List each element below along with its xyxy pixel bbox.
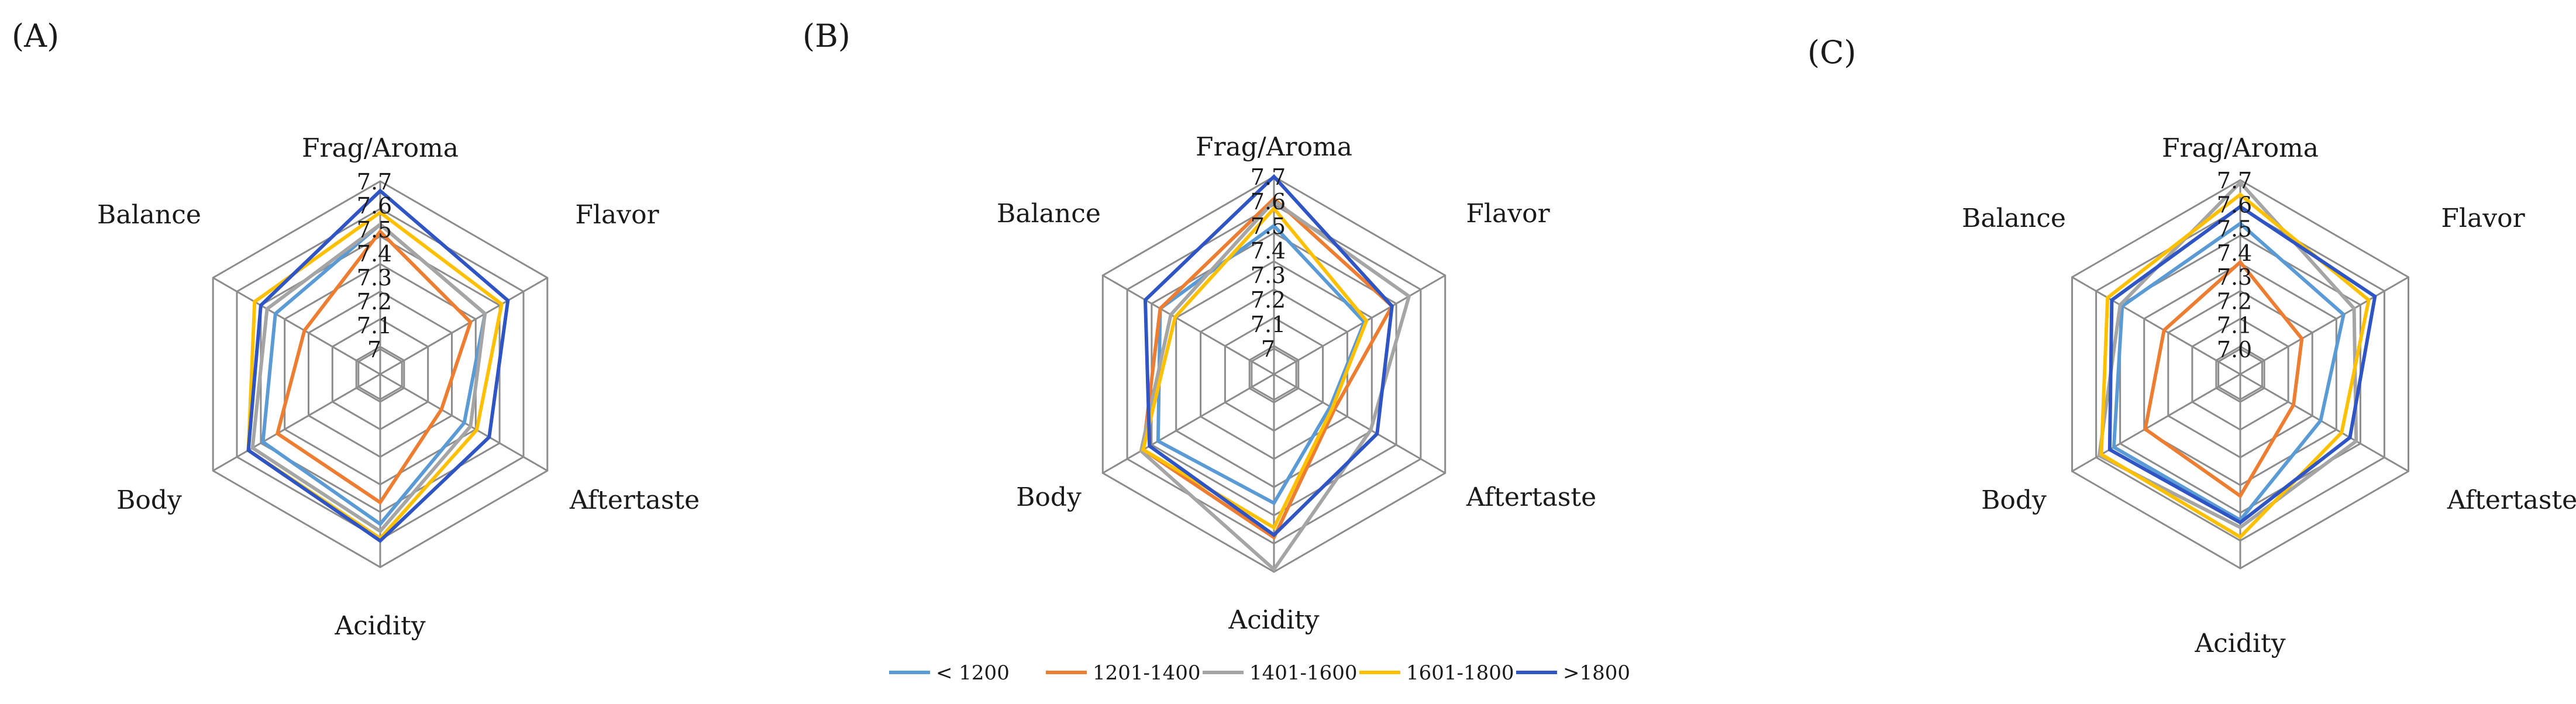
axis-label: Aftertaste (569, 485, 700, 515)
tick-label: 7.1 (1251, 312, 1286, 337)
panel-label: (A) (12, 18, 59, 54)
axis-spoke (2240, 373, 2409, 472)
tick-label: 7.7 (2217, 168, 2252, 194)
tick-label: 7.5 (1251, 213, 1286, 239)
tick-label: 7.1 (2217, 313, 2252, 339)
tick-label: 7 (367, 337, 381, 363)
tick-label: 7.3 (357, 265, 392, 291)
tick-label: 7 (1261, 336, 1275, 362)
axis-label: Balance (97, 200, 201, 230)
axis-spoke (1102, 274, 1275, 375)
axis-spoke (2240, 276, 2409, 375)
axis-spoke (2071, 373, 2241, 472)
axis-label: Frag/Aroma (2162, 133, 2319, 163)
tick-label: 7.1 (357, 313, 392, 339)
tick-label: 7.7 (1251, 164, 1286, 190)
axis-label: Body (116, 485, 182, 515)
tick-label: 7.5 (2217, 216, 2252, 242)
series-line (2099, 192, 2371, 540)
tick-label: 7.2 (2217, 288, 2252, 314)
series-line (2112, 221, 2346, 523)
axis-label: Aftertaste (1466, 482, 1596, 512)
axis-label: Flavor (1466, 199, 1550, 229)
axis-label: Frag/Aroma (1196, 132, 1352, 162)
axis-label: Flavor (575, 200, 659, 230)
axis-spoke (1273, 274, 1446, 375)
legend-item-label: 1401-1600 (1249, 661, 1358, 685)
axis-label: Acidity (1228, 605, 1319, 635)
axis-spoke (212, 373, 381, 472)
axis-label: Body (1016, 482, 1082, 512)
tick-label: 7.5 (357, 217, 392, 243)
tick-label: 7.6 (357, 193, 392, 219)
tick-label: 7.2 (357, 289, 392, 315)
axis-spoke (1273, 373, 1446, 474)
series-line (246, 188, 510, 543)
tick-label: 7.6 (1251, 189, 1286, 215)
axis-spoke (2071, 276, 2241, 375)
series-line (250, 222, 487, 534)
panel-label: (B) (803, 18, 850, 54)
radar-panel-c: (C) 7.07.17.27.37.47.57.67.7 Frag/Aroma Fla… (1807, 34, 2576, 658)
radar-panel-a: (A) 77.17.27.37.47.57.67.7 Frag/Aroma Flavo… (12, 18, 700, 641)
legend-item-label: 1201-1400 (1093, 661, 1201, 685)
legend: < 1200 1201-1400 1401-1600 1601-1800 >1800 (889, 661, 1630, 685)
legend-item-label: < 1200 (936, 661, 1010, 685)
tick-label: 7.6 (2217, 192, 2252, 218)
panel-label: (C) (1807, 34, 1856, 71)
axis-spoke (380, 277, 548, 375)
axis-label: Frag/Aroma (302, 133, 459, 163)
series-line (1139, 199, 1411, 572)
tick-label: 7.4 (1251, 238, 1286, 264)
series-line (2143, 259, 2304, 499)
axis-label: Body (1981, 485, 2047, 515)
series-line (275, 229, 473, 505)
series-line (1143, 174, 1394, 537)
tick-label: 7.2 (1251, 287, 1286, 313)
legend-item-label: >1800 (1563, 661, 1630, 685)
tick-label: 7.0 (2217, 337, 2252, 363)
tick-label: 7.4 (2217, 240, 2252, 266)
axis-label: Aftertaste (2447, 485, 2576, 515)
series-line (2097, 180, 2358, 530)
tick-label: 7.4 (357, 241, 392, 267)
axis-spoke (212, 277, 381, 375)
series-line (1141, 206, 1369, 530)
tick-label: 7.3 (2217, 264, 2252, 290)
axis-label: Balance (997, 199, 1101, 229)
axis-label: Acidity (2194, 629, 2285, 658)
legend-item-label: 1601-1800 (1406, 661, 1514, 685)
axis-label: Acidity (334, 611, 425, 641)
tick-label: 7.3 (1251, 263, 1286, 288)
axis-label: Balance (1962, 203, 2066, 233)
tick-label: 7.7 (357, 169, 392, 195)
series-line (2107, 204, 2377, 525)
axis-spoke (1102, 373, 1275, 474)
axis-label: Flavor (2441, 203, 2525, 233)
